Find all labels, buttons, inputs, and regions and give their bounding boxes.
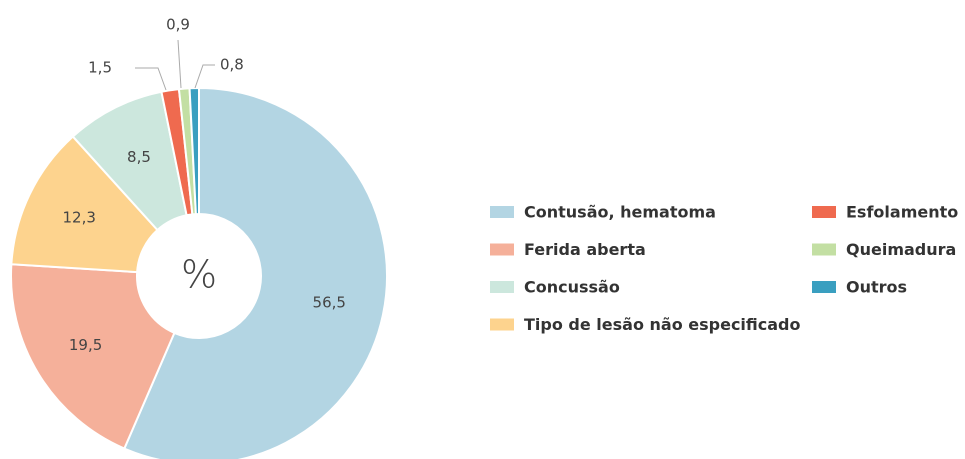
leader-line (135, 67, 167, 91)
legend-swatch (812, 281, 836, 293)
data-label: 1,5 (88, 59, 112, 77)
legend-label: Contusão, hematoma (524, 203, 716, 222)
slice (10, 263, 176, 450)
leader-line (177, 39, 182, 89)
slice (10, 135, 159, 274)
data-label: 12,3 (62, 209, 95, 227)
legend-swatch (490, 206, 514, 218)
leader-line (194, 64, 215, 89)
data-label: 19,5 (69, 336, 102, 354)
data-label: 0,8 (220, 56, 244, 74)
legend-swatch (812, 206, 836, 218)
legend-swatch (490, 318, 514, 331)
slice (123, 86, 388, 459)
legend-swatch (812, 243, 836, 256)
data-label: 8,5 (127, 148, 151, 166)
data-label: 56,5 (313, 293, 346, 311)
slice (188, 86, 200, 216)
data-label: 0,9 (166, 16, 190, 34)
legend-swatch (490, 243, 514, 256)
legend-swatch (490, 281, 514, 293)
legend-label: Ferida aberta (524, 240, 646, 259)
legend-label: Queimadura (846, 240, 956, 259)
center-label: % (181, 253, 217, 297)
legend-label: Tipo de lesão não especificado (524, 315, 801, 334)
legend-label: Esfolamento (846, 203, 958, 222)
legend-label: Concussão (524, 278, 620, 297)
legend-label: Outros (846, 278, 907, 297)
